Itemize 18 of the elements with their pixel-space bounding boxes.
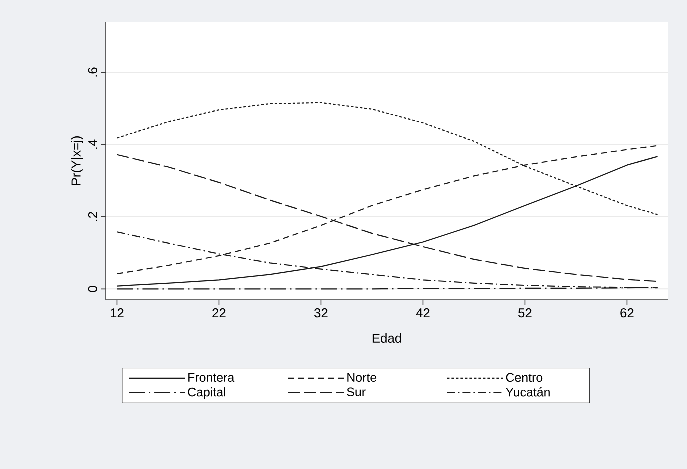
x-tick-label: 42	[416, 308, 430, 318]
y-tick-label: 0	[88, 286, 98, 292]
legend-label: Sur	[347, 388, 366, 397]
legend-label: Capital	[188, 388, 226, 400]
y-axis-title: Pr(Y|x=j)	[71, 136, 84, 186]
x-axis-title: Edad	[372, 334, 402, 344]
legend-label: Frontera	[188, 373, 235, 382]
x-tick-label: 52	[518, 308, 532, 318]
y-tick-label: .6	[88, 68, 98, 77]
legend-label: Yucatán	[506, 387, 550, 397]
legend-label: Norte	[348, 373, 377, 382]
x-tick-label: 62	[620, 308, 634, 318]
y-tick-label: .2	[88, 212, 98, 222]
x-tick-label: 22	[212, 308, 226, 318]
legend-label: Centro	[506, 373, 543, 382]
y-tick-label: .4	[88, 140, 98, 149]
x-tick-label: 32	[314, 308, 328, 318]
x-tick-label: 12	[111, 308, 124, 318]
